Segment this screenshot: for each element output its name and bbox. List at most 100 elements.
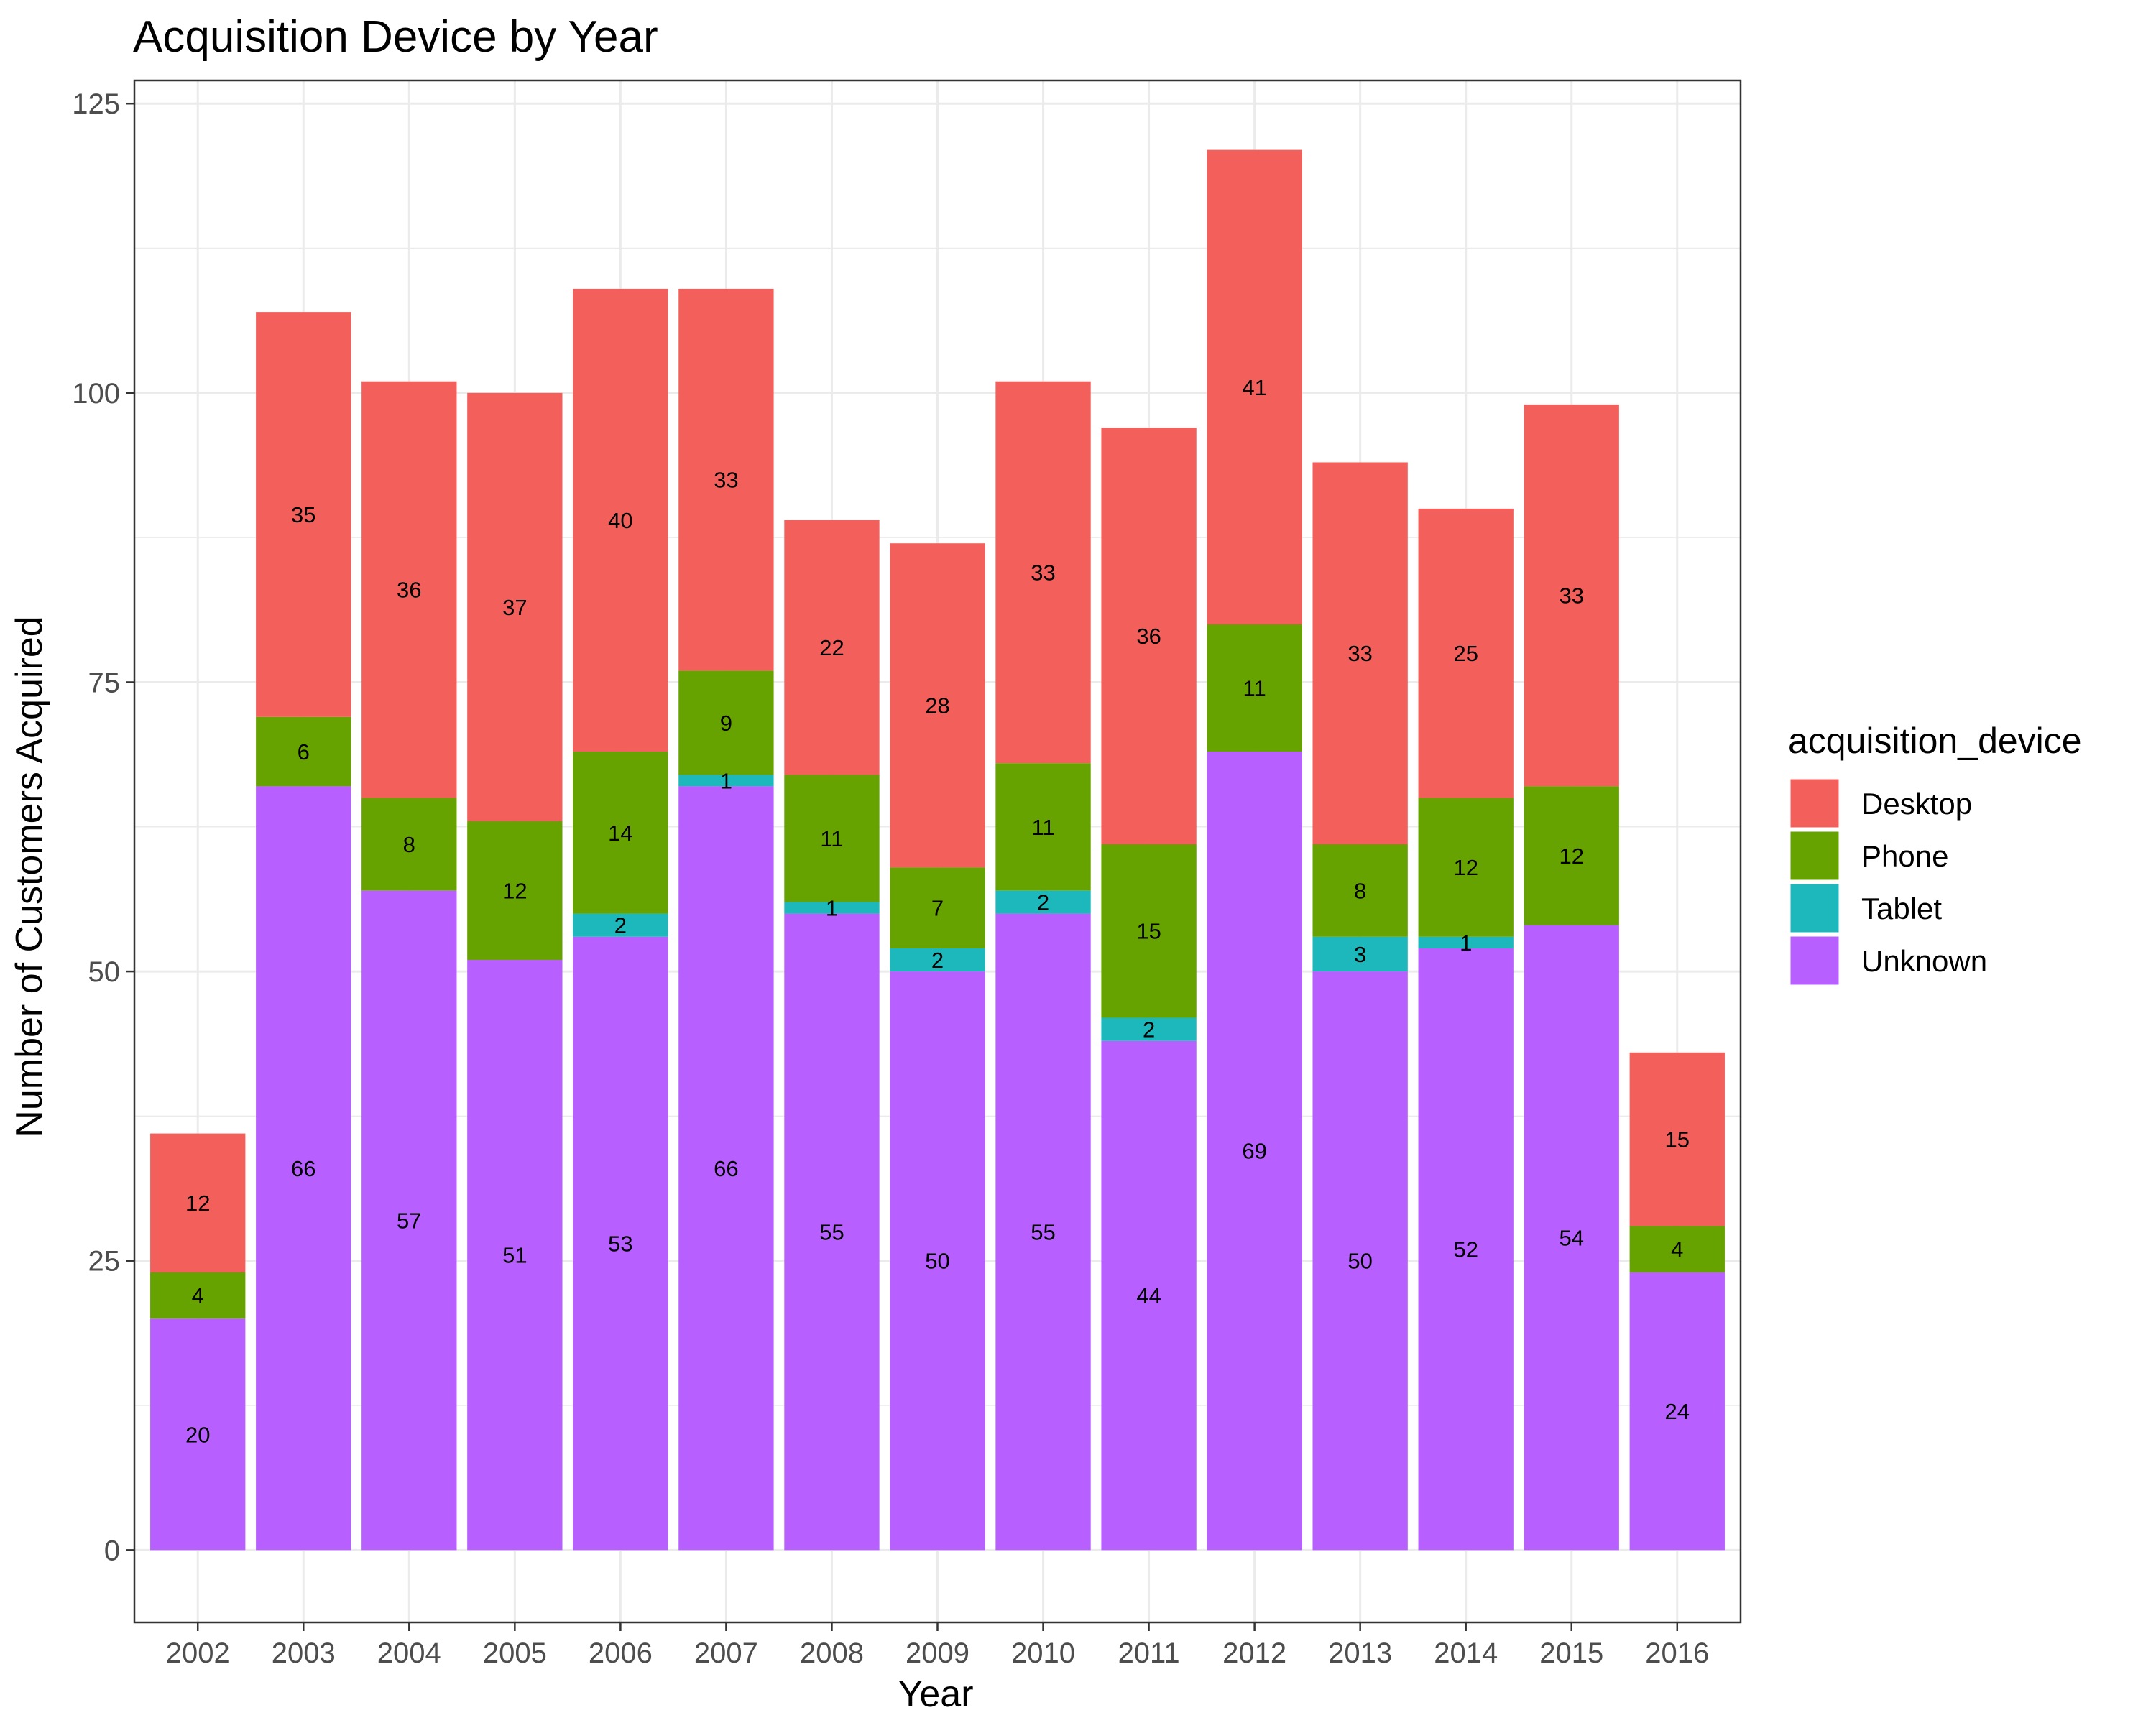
bar-segment-tablet (1312, 936, 1408, 972)
data-label: 52 (1453, 1237, 1478, 1262)
y-tick-label: 100 (72, 378, 120, 410)
x-tick-label: 2005 (483, 1637, 547, 1669)
data-label: 54 (1559, 1226, 1583, 1251)
x-tick-label: 2008 (800, 1637, 864, 1669)
x-tick-label: 2011 (1118, 1637, 1180, 1669)
bar-segment-phone (150, 1272, 246, 1319)
bar-segment-desktop (784, 519, 880, 775)
data-label: 12 (502, 878, 527, 903)
y-tick-label: 25 (88, 1246, 121, 1277)
data-label: 50 (925, 1249, 949, 1274)
bar-segment-unknown (678, 786, 774, 1551)
data-label: 12 (185, 1191, 210, 1216)
x-tick-label: 2007 (694, 1637, 758, 1669)
y-axis-title: Number of Customers Acquired (9, 616, 50, 1137)
bar-segment-desktop (1312, 462, 1408, 844)
data-label: 2 (931, 948, 944, 973)
data-label: 12 (1559, 844, 1583, 869)
bar-segment-phone (361, 798, 457, 891)
legend-label: Unknown (1861, 944, 1987, 978)
bar-segment-unknown (890, 971, 985, 1551)
bar-segment-phone (256, 716, 351, 787)
data-label: 53 (608, 1232, 632, 1257)
bar-segment-desktop (1418, 508, 1514, 798)
bar-segment-desktop (573, 288, 668, 752)
bar-segment-desktop (361, 381, 457, 798)
bar-segment-unknown (573, 936, 668, 1551)
legend-items: Desktop Phone Tablet Unknown (1788, 777, 1987, 987)
x-tick-label: 2014 (1434, 1637, 1498, 1669)
data-label: 33 (714, 468, 738, 493)
data-label: 4 (192, 1283, 204, 1308)
y-tick-label: 75 (88, 667, 121, 698)
legend-key-tablet (1788, 882, 1841, 935)
bar-segment-unknown (1418, 948, 1514, 1551)
bar-segment-desktop (1629, 1052, 1725, 1226)
legend-key-phone (1788, 829, 1841, 882)
bar-segment-phone (995, 763, 1091, 891)
bar-segment-desktop (150, 1133, 246, 1272)
legend-key-unknown (1788, 934, 1841, 987)
legend-label: Tablet (1861, 892, 1942, 925)
legend-label: Phone (1861, 839, 1948, 873)
bar-segment-phone (1418, 798, 1514, 937)
x-tick-label: 2013 (1328, 1637, 1392, 1669)
data-label: 15 (1665, 1127, 1690, 1152)
data-label: 24 (1665, 1399, 1690, 1424)
data-label: 1 (720, 768, 732, 793)
bar-segment-phone (1207, 624, 1302, 752)
bar-segment-desktop (890, 543, 985, 868)
data-label: 55 (1031, 1219, 1055, 1244)
y-tick-label: 125 (72, 88, 120, 120)
data-label: 1 (826, 896, 838, 921)
data-label: 8 (1354, 878, 1366, 903)
data-label: 33 (1559, 583, 1583, 609)
bar-segment-tablet (995, 890, 1091, 914)
data-label: 6 (298, 739, 310, 764)
bar-segment-desktop (1101, 428, 1197, 844)
data-label: 40 (608, 508, 632, 533)
data-label: 35 (291, 502, 315, 527)
data-label: 44 (1136, 1283, 1161, 1308)
x-tick-label: 2012 (1222, 1637, 1286, 1669)
data-label: 11 (1243, 676, 1266, 701)
data-label: 36 (397, 578, 421, 603)
bar-segment-phone (1524, 786, 1619, 925)
bar-segment-unknown (1524, 925, 1619, 1551)
bar-segment-desktop (256, 312, 351, 717)
bar-segment-unknown (1207, 752, 1302, 1551)
bar-segment-phone (1629, 1226, 1725, 1272)
data-label: 12 (1453, 855, 1478, 880)
legend-label: Desktop (1861, 787, 1972, 821)
bar-segment-unknown (1101, 1040, 1197, 1551)
data-label: 66 (714, 1156, 738, 1181)
bar-segment-tablet (678, 775, 774, 787)
data-label: 33 (1031, 560, 1055, 585)
bar-segment-phone (1101, 844, 1197, 1018)
data-label: 37 (502, 595, 527, 620)
data-label: 22 (819, 635, 844, 660)
data-label: 55 (819, 1219, 844, 1244)
bar-segment-tablet (1418, 936, 1514, 948)
y-tick-label: 50 (88, 956, 121, 988)
data-label: 25 (1453, 641, 1478, 666)
x-tick-label: 2010 (1011, 1637, 1075, 1669)
chart-title: Acquisition Device by Year (133, 12, 658, 62)
bar-segment-unknown (1312, 971, 1408, 1551)
legend-key-desktop (1788, 777, 1841, 830)
bar-segment-unknown (256, 786, 351, 1551)
legend-title: acquisition_device (1788, 721, 2082, 761)
data-label: 57 (397, 1208, 421, 1233)
data-label: 50 (1348, 1249, 1372, 1274)
data-label: 2 (1143, 1017, 1155, 1043)
bar-segment-unknown (1629, 1272, 1725, 1551)
x-tick-label: 2009 (906, 1637, 969, 1669)
data-label: 66 (291, 1156, 315, 1181)
data-label: 28 (925, 693, 949, 719)
x-tick-label: 2006 (589, 1637, 653, 1669)
bar-segment-unknown (467, 959, 563, 1551)
x-tick-label: 2003 (272, 1637, 336, 1669)
